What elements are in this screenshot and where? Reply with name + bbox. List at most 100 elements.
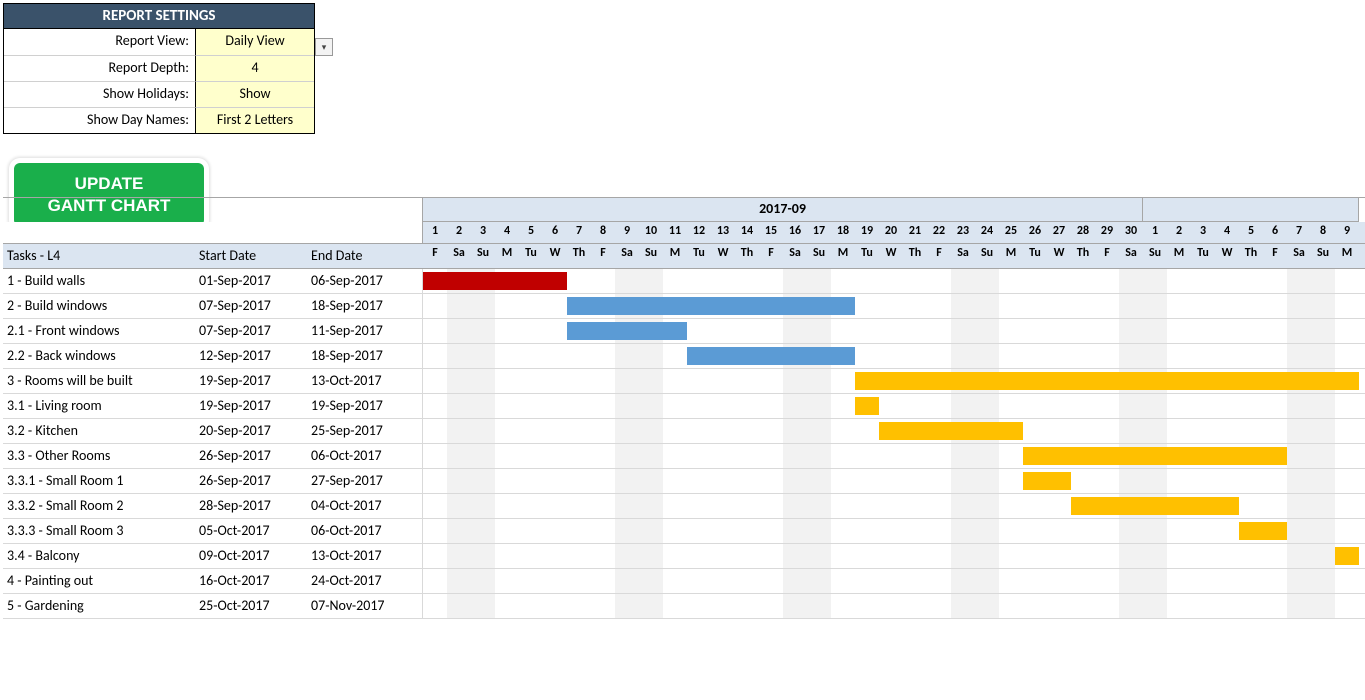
gantt-track bbox=[423, 519, 1359, 543]
col-header-task: Tasks - L4 bbox=[3, 244, 199, 268]
gantt-bar[interactable] bbox=[855, 372, 1359, 390]
task-name: 1 - Build walls bbox=[3, 269, 199, 293]
day-number: 7 bbox=[1287, 222, 1311, 243]
task-end-date: 13-Oct-2017 bbox=[311, 544, 423, 568]
day-number: 13 bbox=[711, 222, 735, 243]
settings-value[interactable]: Daily View bbox=[196, 29, 314, 55]
day-number: 2 bbox=[447, 222, 471, 243]
settings-label: Report Depth: bbox=[4, 55, 196, 81]
day-number: 7 bbox=[567, 222, 591, 243]
gantt-bar[interactable] bbox=[1335, 547, 1359, 565]
gantt-bar[interactable] bbox=[687, 347, 855, 365]
task-row: 3 - Rooms will be built19-Sep-201713-Oct… bbox=[3, 369, 1365, 394]
day-name: M bbox=[999, 244, 1023, 268]
settings-header: REPORT SETTINGS bbox=[4, 4, 314, 29]
task-end-date: 24-Oct-2017 bbox=[311, 569, 423, 593]
day-name: Th bbox=[735, 244, 759, 268]
gantt-bar[interactable] bbox=[567, 297, 855, 315]
day-name: Tu bbox=[519, 244, 543, 268]
day-name: M bbox=[495, 244, 519, 268]
gantt-bar[interactable] bbox=[1239, 522, 1287, 540]
day-name: W bbox=[711, 244, 735, 268]
gantt-bar[interactable] bbox=[423, 272, 567, 290]
task-name: 2 - Build windows bbox=[3, 294, 199, 318]
gantt-track bbox=[423, 594, 1359, 618]
task-name: 3.3.3 - Small Room 3 bbox=[3, 519, 199, 543]
day-number: 20 bbox=[879, 222, 903, 243]
day-number: 2 bbox=[1167, 222, 1191, 243]
settings-label: Show Holidays: bbox=[4, 81, 196, 107]
task-start-date: 19-Sep-2017 bbox=[199, 394, 311, 418]
task-row: 4 - Painting out16-Oct-201724-Oct-2017 bbox=[3, 569, 1365, 594]
gantt-track bbox=[423, 394, 1359, 418]
task-start-date: 16-Oct-2017 bbox=[199, 569, 311, 593]
task-end-date: 06-Oct-2017 bbox=[311, 444, 423, 468]
day-number: 9 bbox=[1335, 222, 1359, 243]
day-name: Sa bbox=[615, 244, 639, 268]
task-start-date: 25-Oct-2017 bbox=[199, 594, 311, 618]
task-start-date: 12-Sep-2017 bbox=[199, 344, 311, 368]
gantt-track bbox=[423, 369, 1359, 393]
day-name: Su bbox=[1311, 244, 1335, 268]
gantt-chart: 2017-09 12345678910111213141516171819202… bbox=[3, 197, 1365, 619]
day-name: W bbox=[1047, 244, 1071, 268]
task-name: 3.3.2 - Small Room 2 bbox=[3, 494, 199, 518]
report-view-dropdown[interactable]: ▾ bbox=[315, 38, 333, 56]
day-number: 27 bbox=[1047, 222, 1071, 243]
day-name: F bbox=[759, 244, 783, 268]
chevron-down-icon: ▾ bbox=[322, 42, 327, 53]
day-number: 30 bbox=[1119, 222, 1143, 243]
task-row: 2.2 - Back windows12-Sep-201718-Sep-2017 bbox=[3, 344, 1365, 369]
gantt-bar[interactable] bbox=[855, 397, 879, 415]
day-name: F bbox=[423, 244, 447, 268]
task-name: 3.3 - Other Rooms bbox=[3, 444, 199, 468]
task-name: 4 - Painting out bbox=[3, 569, 199, 593]
settings-value[interactable]: 4 bbox=[196, 55, 314, 81]
day-number: 6 bbox=[543, 222, 567, 243]
settings-row: Report Depth:4 bbox=[4, 55, 314, 81]
gantt-track bbox=[423, 469, 1359, 493]
task-name: 2.1 - Front windows bbox=[3, 319, 199, 343]
task-name: 3 - Rooms will be built bbox=[3, 369, 199, 393]
day-number: 5 bbox=[519, 222, 543, 243]
day-name: Th bbox=[1239, 244, 1263, 268]
task-start-date: 07-Sep-2017 bbox=[199, 319, 311, 343]
gantt-bar[interactable] bbox=[567, 322, 687, 340]
gantt-track bbox=[423, 294, 1359, 318]
settings-value[interactable]: Show bbox=[196, 81, 314, 107]
gantt-bar[interactable] bbox=[1023, 447, 1287, 465]
gantt-bar[interactable] bbox=[1071, 497, 1239, 515]
task-row: 3.3.1 - Small Room 126-Sep-201727-Sep-20… bbox=[3, 469, 1365, 494]
col-header-start: Start Date bbox=[199, 244, 311, 268]
day-number: 12 bbox=[687, 222, 711, 243]
day-name: Sa bbox=[1287, 244, 1311, 268]
gantt-bar[interactable] bbox=[879, 422, 1023, 440]
gantt-track bbox=[423, 269, 1359, 293]
day-name: M bbox=[663, 244, 687, 268]
day-number: 1 bbox=[423, 222, 447, 243]
task-start-date: 28-Sep-2017 bbox=[199, 494, 311, 518]
settings-value[interactable]: First 2 Letters bbox=[196, 107, 314, 133]
task-row: 2 - Build windows07-Sep-201718-Sep-2017 bbox=[3, 294, 1365, 319]
day-number: 14 bbox=[735, 222, 759, 243]
day-name: M bbox=[1335, 244, 1359, 268]
task-name: 3.3.1 - Small Room 1 bbox=[3, 469, 199, 493]
day-name: Sa bbox=[447, 244, 471, 268]
day-number: 9 bbox=[615, 222, 639, 243]
day-number: 21 bbox=[903, 222, 927, 243]
day-number: 16 bbox=[783, 222, 807, 243]
task-name: 2.2 - Back windows bbox=[3, 344, 199, 368]
task-row: 5 - Gardening25-Oct-201707-Nov-2017 bbox=[3, 594, 1365, 619]
day-name: Sa bbox=[783, 244, 807, 268]
gantt-track bbox=[423, 494, 1359, 518]
day-number: 3 bbox=[1191, 222, 1215, 243]
task-start-date: 07-Sep-2017 bbox=[199, 294, 311, 318]
day-number: 18 bbox=[831, 222, 855, 243]
gantt-track bbox=[423, 419, 1359, 443]
day-number: 6 bbox=[1263, 222, 1287, 243]
task-end-date: 18-Sep-2017 bbox=[311, 294, 423, 318]
day-number: 26 bbox=[1023, 222, 1047, 243]
day-name: F bbox=[591, 244, 615, 268]
task-end-date: 11-Sep-2017 bbox=[311, 319, 423, 343]
gantt-bar[interactable] bbox=[1023, 472, 1071, 490]
